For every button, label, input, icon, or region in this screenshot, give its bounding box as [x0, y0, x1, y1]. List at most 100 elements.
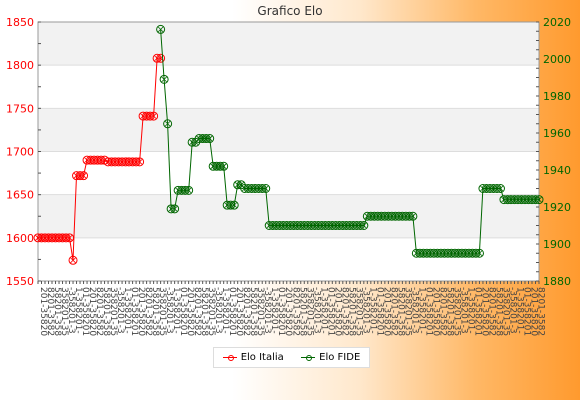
x-tick-label: 201-35820 [283, 287, 293, 336]
x-tick-label: 01-358201 [423, 287, 433, 336]
x-tick-label: 8201-3582 [535, 287, 545, 336]
x-tick-label: 201-35820 [38, 287, 48, 336]
x-tick-label: -358201-3 [507, 287, 517, 334]
legend-swatch-elo-fide [301, 354, 316, 362]
x-tick-label: -358201-3 [311, 287, 321, 334]
x-tick-label: 58201-358 [101, 287, 111, 336]
legend: Elo Italia Elo FIDE [213, 347, 370, 368]
x-tick-label: 58201-358 [248, 287, 258, 336]
x-tick-label: 201-35820 [185, 287, 195, 336]
x-tick-label: -358201-3 [409, 287, 419, 334]
x-tick-label: 8201-3582 [94, 287, 104, 336]
x-tick-label: 1-358201- [122, 287, 132, 334]
elo-italia-point [79, 171, 89, 181]
elo-fide-point-mark [536, 196, 542, 203]
x-tick-label: 01-358201 [227, 287, 237, 336]
x-tick-label: 358201-35 [59, 287, 69, 336]
right-tick-label: 1980 [543, 90, 571, 103]
x-tick-label: 58201-358 [444, 287, 454, 336]
legend-swatch-elo-italia [222, 354, 237, 362]
x-tick-label: 58201-358 [346, 287, 356, 336]
legend-label-elo-fide: Elo FIDE [319, 352, 361, 363]
x-tick-label: 58201-358 [297, 287, 307, 336]
legend-label-elo-italia: Elo Italia [240, 352, 284, 363]
x-tick-label: -358201-3 [66, 287, 76, 334]
elo-italia-point-mark [70, 257, 76, 264]
plot-band [38, 108, 539, 152]
x-tick-label: 58201-358 [493, 287, 503, 336]
elo-fide-point [474, 248, 484, 258]
plot-band [38, 65, 539, 109]
x-tick-label: -358201-3 [213, 287, 223, 334]
x-tick-label: 1-358201- [416, 287, 426, 334]
x-tick-label: 58201-358 [395, 287, 405, 336]
chart-title: Grafico Elo [257, 4, 323, 18]
x-tick-label: 201-35820 [479, 287, 489, 336]
elo-fide-point-mark [164, 120, 171, 127]
right-tick-label: 2020 [543, 16, 571, 29]
elo-fide-point-mark [497, 185, 504, 192]
x-tick-label: 358201-35 [451, 287, 461, 336]
series-layer [33, 24, 544, 265]
elo-fide-point-mark [476, 250, 483, 257]
x-tick-label: 01-358201 [178, 287, 188, 336]
elo-fide-point [495, 184, 505, 193]
x-tick-label: 201-35820 [528, 287, 538, 336]
plot-band [38, 194, 539, 238]
elo-italia-point [135, 157, 145, 167]
x-tick-label: 201-35820 [430, 287, 440, 336]
x-tick-label: 01-358201 [80, 287, 90, 336]
x-tick-label: 58201-358 [52, 287, 62, 336]
x-tick-label: 01-358201 [276, 287, 286, 336]
elo-fide-point [184, 185, 194, 195]
elo-fide-point [229, 200, 239, 210]
x-tick-label: 358201-35 [108, 287, 118, 336]
elo-fide-point-mark [185, 187, 192, 194]
elo-italia-point-mark [150, 113, 157, 119]
x-tick-label: 1-358201- [465, 287, 475, 334]
x-tick-label: 358201-35 [255, 287, 265, 336]
elo-fide-point-mark [220, 163, 227, 170]
x-tick-label: 1-358201- [318, 287, 328, 334]
x-tick-label: 201-35820 [381, 287, 391, 336]
x-tick-label: 58201-358 [150, 287, 160, 336]
elo-fide-point [205, 134, 215, 144]
x-tick-label: 8201-3582 [339, 287, 349, 336]
elo-fide-point [534, 195, 544, 205]
right-tick-label: 1960 [543, 127, 571, 140]
elo-italia-point [65, 233, 75, 243]
elo-fide-point-mark [157, 26, 164, 33]
x-tick-label: 358201-35 [500, 287, 510, 336]
elo-italia-point-mark [80, 172, 87, 179]
x-tick-label: 1-358201- [514, 287, 524, 334]
right-tick-label: 1920 [543, 201, 571, 214]
left-tick-label: 1700 [6, 146, 34, 159]
left-tick-label: 1650 [6, 189, 34, 202]
elo-fide-point-mark [238, 182, 244, 188]
x-tick-label: 358201-35 [157, 287, 167, 336]
x-axis: 201-358208201-358258201-358358201-35-358… [37, 281, 545, 336]
x-tick-label: 1-358201- [171, 287, 181, 334]
x-tick-label: -358201-3 [164, 287, 174, 334]
left-tick-label: 1550 [6, 275, 34, 288]
elo-fide-point [359, 221, 369, 230]
left-tick-label: 1850 [6, 16, 34, 29]
plot-band [38, 237, 539, 281]
x-tick-label: 8201-3582 [290, 287, 300, 336]
x-tick-label: 201-35820 [87, 287, 97, 336]
elo-fide-point [163, 119, 173, 129]
x-tick-label: 358201-35 [206, 287, 216, 336]
x-tick-label: 1-358201- [220, 287, 230, 334]
elo-fide-point-mark [410, 213, 416, 220]
plot-bands [38, 22, 539, 281]
elo-fide-point [408, 211, 418, 221]
elo-fide-point [170, 204, 180, 214]
elo-italia-point [68, 255, 78, 265]
plot-band [38, 22, 539, 66]
x-tick-label: 8201-3582 [388, 287, 398, 336]
elo-fide-point-mark [262, 185, 269, 192]
x-tick-label: 358201-35 [353, 287, 363, 336]
elo-fide-point-mark [206, 135, 213, 142]
